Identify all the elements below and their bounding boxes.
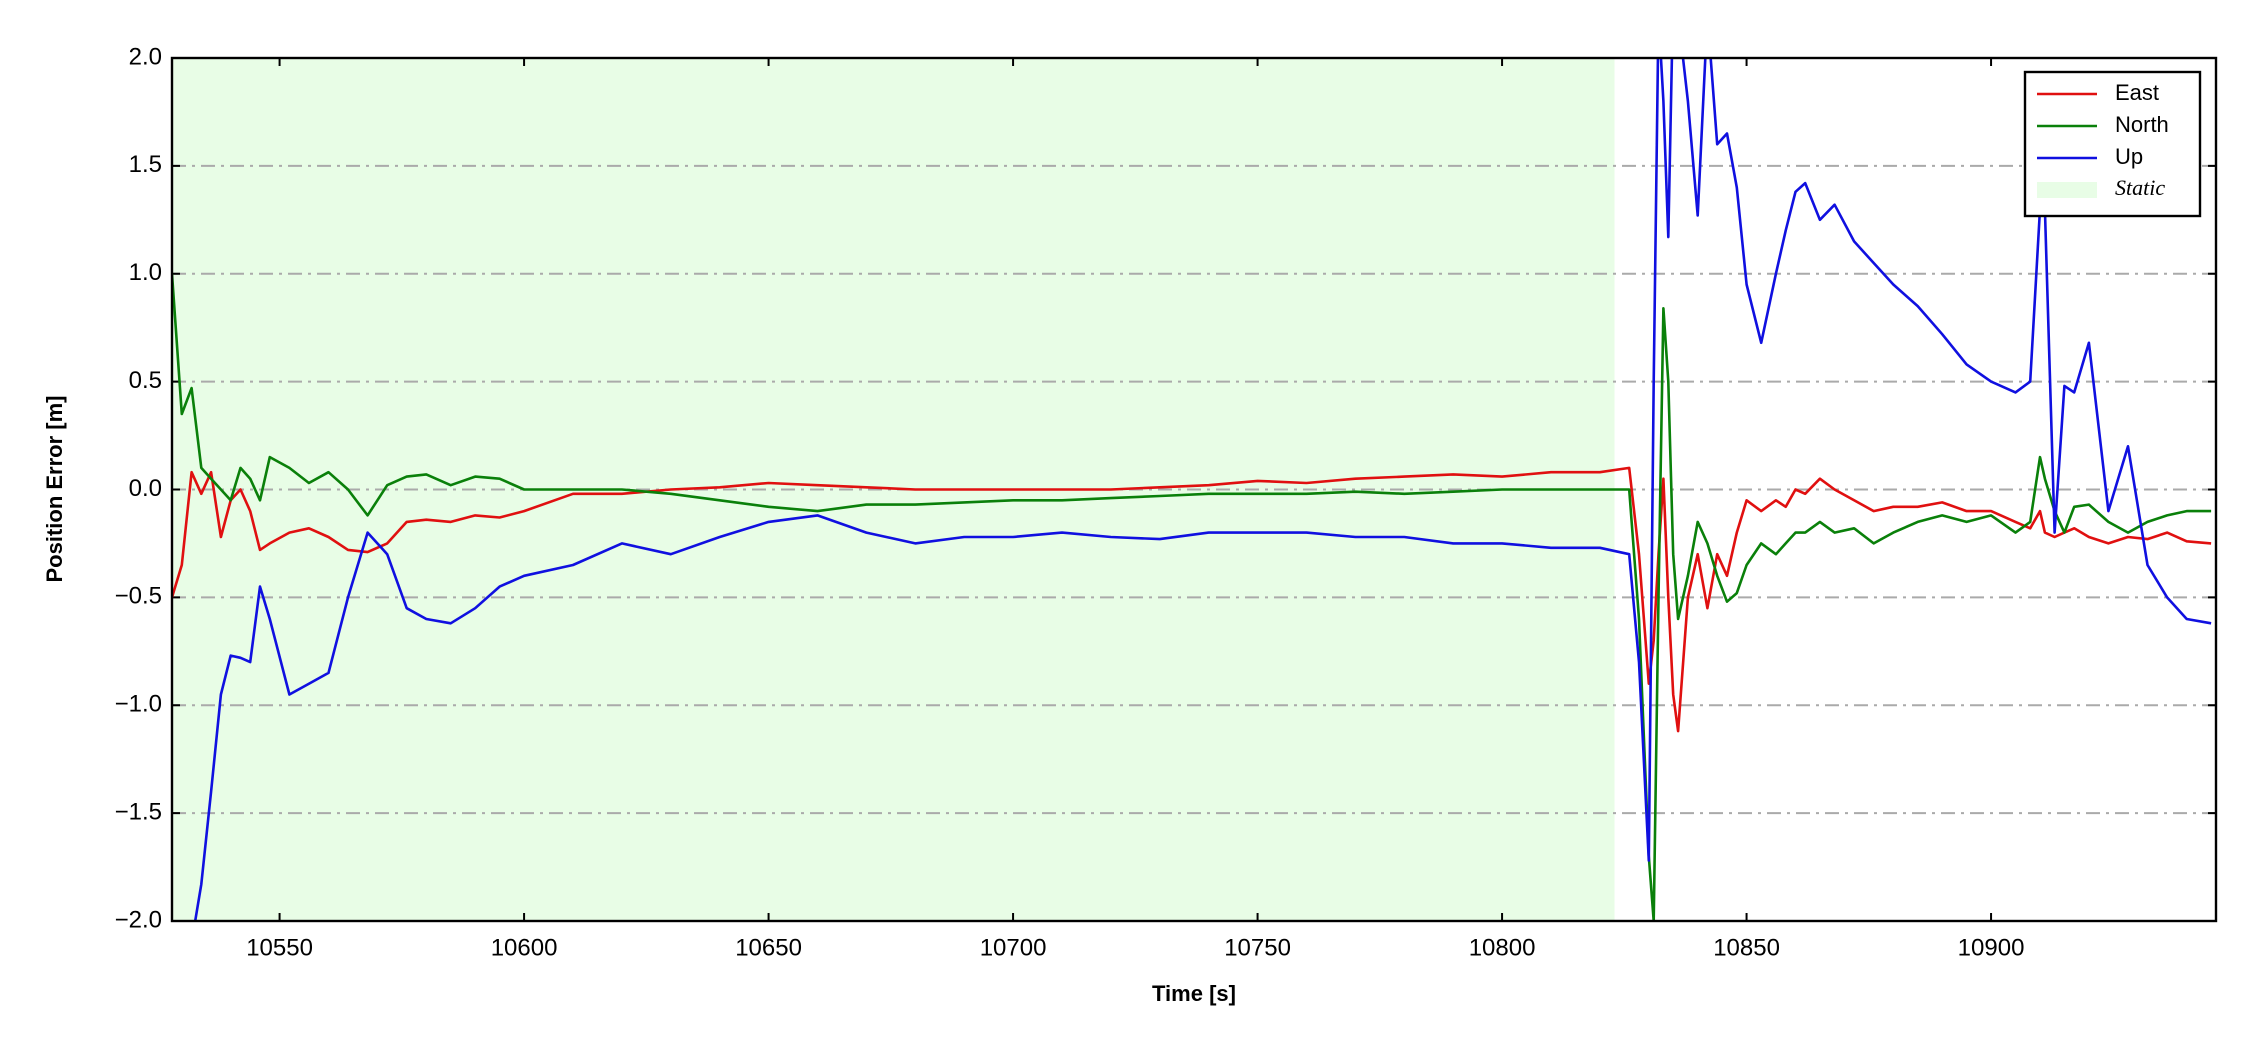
x-axis-label: Time [s] bbox=[1152, 981, 1236, 1006]
y-tick-label: 2.0 bbox=[129, 43, 162, 70]
y-tick-label: 0.5 bbox=[129, 367, 162, 394]
plot-frame bbox=[170, 56, 2218, 923]
y-tick-label: −2.0 bbox=[115, 906, 162, 933]
series-line bbox=[172, 273, 2212, 921]
legend-label: East bbox=[2115, 80, 2159, 105]
legend: East North Up Static bbox=[2023, 70, 2202, 218]
legend-label: North bbox=[2115, 112, 2169, 137]
x-tick-label: 10550 bbox=[246, 934, 313, 961]
y-tick-label: 1.0 bbox=[129, 259, 162, 286]
x-tick-label: 10900 bbox=[1958, 934, 2025, 961]
legend-label: Static bbox=[2115, 175, 2165, 200]
x-tick-label: 10800 bbox=[1469, 934, 1536, 961]
y-tick-label: 0.0 bbox=[129, 475, 162, 502]
x-tick-label: 10750 bbox=[1224, 934, 1291, 961]
series-line bbox=[193, 58, 2212, 921]
y-tick-label: −0.5 bbox=[115, 583, 162, 610]
y-axis-label: Position Error [m] bbox=[42, 395, 67, 582]
x-tick-label: 10600 bbox=[491, 934, 558, 961]
y-tick-label: 1.5 bbox=[129, 151, 162, 178]
y-tick-label: −1.0 bbox=[115, 691, 162, 718]
x-tick-label: 10850 bbox=[1713, 934, 1780, 961]
y-tick-label: −1.5 bbox=[115, 798, 162, 825]
x-tick-label: 10650 bbox=[735, 934, 802, 961]
x-tick-label: 10700 bbox=[980, 934, 1047, 961]
legend-label: Up bbox=[2115, 144, 2143, 169]
legend-swatch bbox=[2037, 182, 2097, 198]
